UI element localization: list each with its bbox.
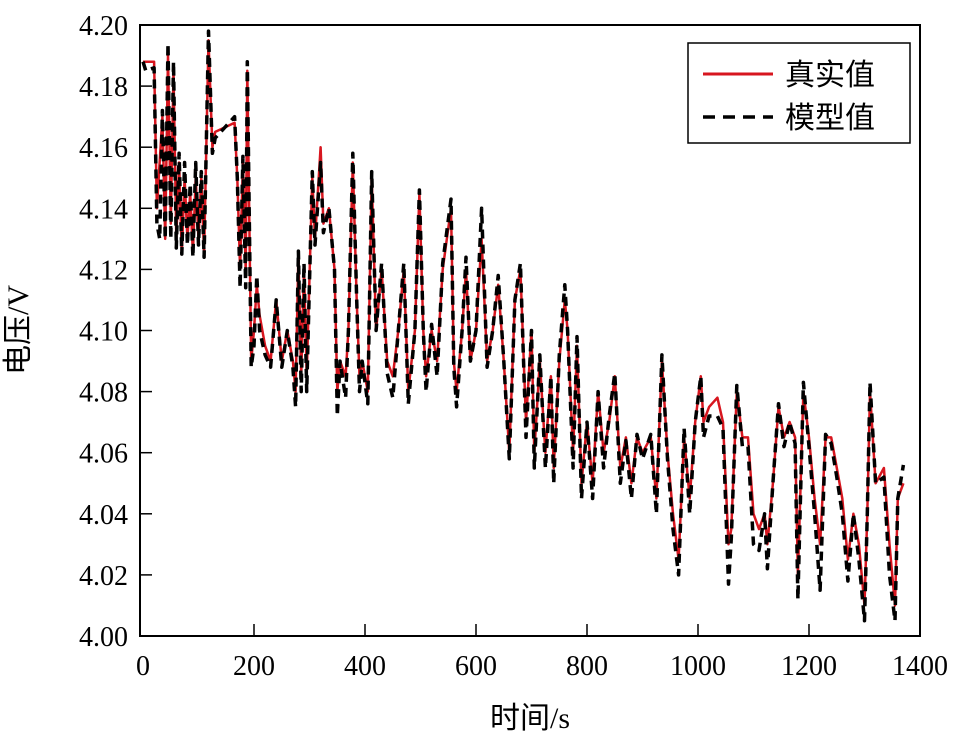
x-tick-label: 1200 <box>781 651 837 682</box>
legend-label-true: 真实值 <box>785 59 875 92</box>
y-axis-label: 电压/V <box>2 285 35 375</box>
y-tick-label: 4.12 <box>79 255 128 286</box>
series-layer <box>141 29 906 623</box>
x-tick-label: 0 <box>136 651 150 682</box>
y-tick-label: 4.08 <box>79 378 128 409</box>
x-tick-label: 400 <box>344 651 386 682</box>
x-tick-label: 1400 <box>892 651 948 682</box>
x-tick-label: 1000 <box>670 651 726 682</box>
y-tick-label: 4.02 <box>79 561 128 592</box>
x-tick-label: 800 <box>566 651 608 682</box>
legend: 真实值 模型值 <box>687 42 911 144</box>
y-tick-label: 4.04 <box>79 500 128 531</box>
legend-label-model: 模型值 <box>785 102 875 135</box>
x-tick-label: 200 <box>233 651 275 682</box>
series-line-model <box>141 29 906 623</box>
y-tick-label: 4.16 <box>79 133 128 164</box>
y-tick-label: 4.06 <box>79 439 128 470</box>
axis-ticks: 0 200 400 600 800 1000 1200 1400 4.00 4.02 4.04 4.0… <box>79 11 948 682</box>
x-axis-label: 时间/s <box>490 702 570 735</box>
y-tick-label: 4.00 <box>79 622 128 653</box>
x-tick-label: 600 <box>455 651 497 682</box>
y-tick-label: 4.14 <box>79 194 128 225</box>
legend-box <box>687 42 911 144</box>
y-tick-label: 4.10 <box>79 317 128 348</box>
y-tick-label: 4.20 <box>79 11 128 42</box>
y-tick-label: 4.18 <box>79 72 128 103</box>
